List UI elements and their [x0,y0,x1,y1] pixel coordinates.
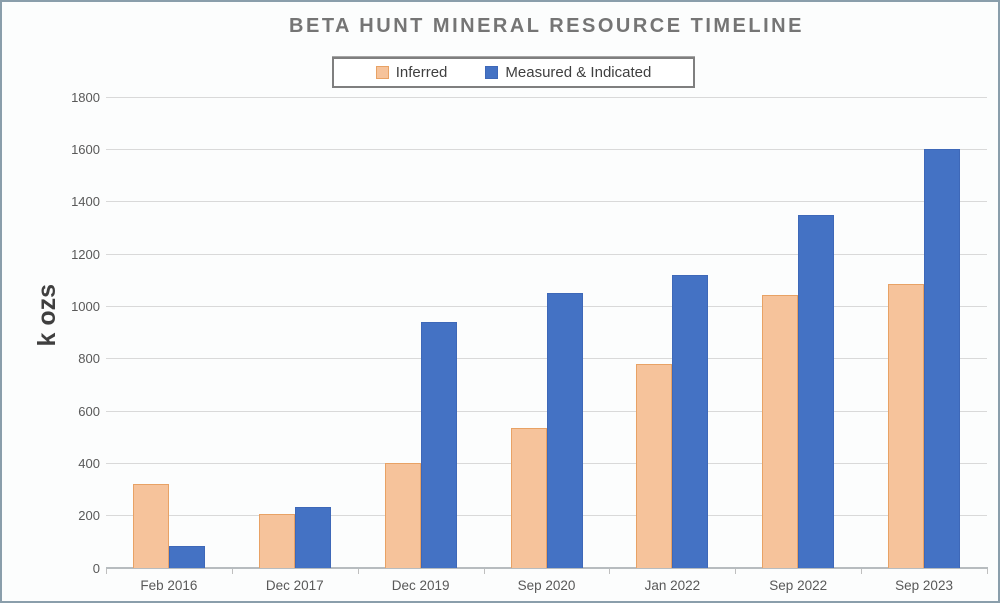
bar-inferred [132,484,169,568]
x-tick-label: Feb 2016 [140,578,198,593]
legend-swatch-icon [375,66,389,79]
y-tick-label: 200 [78,508,100,524]
x-axis-tick [483,569,485,574]
bar-inferred [636,363,673,568]
x-tick-label: Sep 2022 [769,578,828,593]
y-tick-label: 0 [92,560,100,576]
legend-item-measured-indicated: Measured & Indicated [485,64,651,81]
bar-inferred [510,428,547,568]
legend-label: Measured & Indicated [505,64,652,81]
legend-swatch-icon [485,66,499,79]
y-tick-label: 1800 [71,89,100,105]
x-tick-label: Dec 2019 [391,578,450,593]
legend: Inferred Measured & Indicated [332,57,695,88]
x-axis-tick [735,569,737,574]
x-axis-tick [861,569,863,574]
x-tick-label: Sep 2023 [895,578,953,593]
bar-measured-indicated [420,322,457,568]
y-tick-label: 600 [78,403,100,419]
bar-measured-indicated [924,149,961,568]
legend-item-inferred: Inferred [375,64,448,81]
x-tick-label: Sep 2020 [517,578,576,593]
x-axis-tick [357,569,359,574]
gridline-1800 [106,96,987,98]
gridline-1600 [106,148,987,150]
x-axis-tick [106,569,107,574]
bar-inferred [888,284,925,568]
bar-inferred [258,514,295,568]
bar-measured-indicated [168,545,205,568]
y-tick-label: 1600 [71,141,100,157]
x-axis-tick [987,569,988,574]
x-axis-tick [609,569,611,574]
x-axis-line [106,567,988,569]
chart-title: BETA HUNT MINERAL RESOURCE TIMELINE [289,15,804,37]
bar-measured-indicated [798,214,835,568]
bar-measured-indicated [294,506,331,568]
y-tick-label: 400 [78,455,100,471]
legend-label: Inferred [395,64,448,81]
x-tick-label: Jan 2022 [644,578,701,593]
y-tick-label: 1400 [71,194,100,210]
y-tick-label: 1000 [71,298,100,314]
y-tick-label: 800 [78,351,100,367]
x-axis-tick [231,569,233,574]
bar-measured-indicated [672,274,709,568]
bar-inferred [762,294,799,568]
bar-measured-indicated [546,293,583,568]
y-tick-label: 1200 [71,246,100,262]
x-tick-label: Dec 2017 [265,578,324,593]
gridline-1200 [106,253,987,255]
y-axis-title: k ozs [32,283,61,347]
bar-inferred [384,463,421,568]
gridline-1400 [106,201,987,203]
